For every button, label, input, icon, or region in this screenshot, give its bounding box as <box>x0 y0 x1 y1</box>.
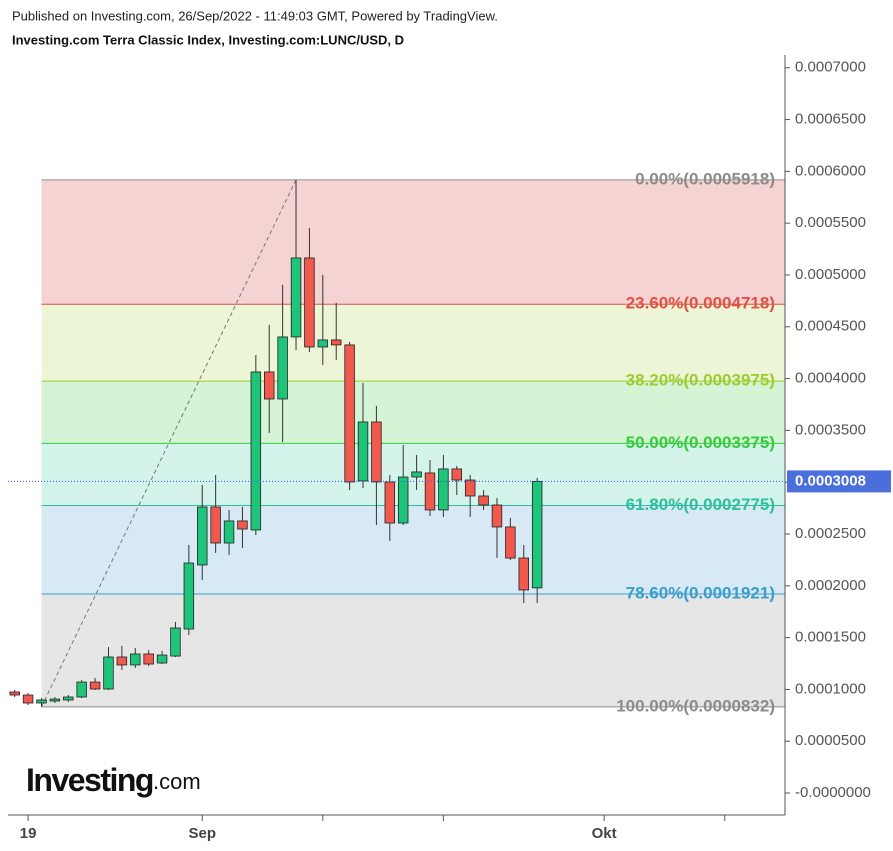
candle-body <box>277 336 288 400</box>
y-tick-label: 0.0006500 <box>795 111 866 128</box>
y-tick-label: -0.0000000 <box>795 784 871 801</box>
candle-body <box>330 339 342 346</box>
candle-body <box>451 468 463 481</box>
candle-body <box>156 654 168 664</box>
fib-label: 0.00%(0.0005918) <box>635 169 775 188</box>
candle-body <box>130 653 141 666</box>
candle-body <box>491 504 503 528</box>
fib-zone <box>41 179 785 305</box>
y-tick-label: 0.0005500 <box>795 214 866 231</box>
candle-body <box>89 681 101 690</box>
y-tick-label: 0.0001000 <box>795 680 866 697</box>
candle-body <box>518 557 529 591</box>
candle-body <box>63 696 74 701</box>
candle-body <box>317 339 329 348</box>
candle-body <box>438 468 449 511</box>
candle-body <box>478 495 489 506</box>
last-price-label: 0.0003008 <box>795 472 866 489</box>
candle-body <box>143 653 154 665</box>
fib-label: 50.00%(0.0003375) <box>626 433 775 452</box>
candle-body <box>397 476 409 524</box>
symbol: Investing.com Terra Classic Index, Inves… <box>12 32 404 47</box>
candle-body <box>250 371 262 531</box>
logo-name: Investing <box>26 762 153 798</box>
candle-body <box>531 480 543 589</box>
fib-zone <box>41 505 785 594</box>
candle-body <box>170 627 181 657</box>
plot: -0.0000000 0.0000500 0.0001000 0.0001500 0.0… <box>8 55 891 842</box>
y-tick-label: 0.0006000 <box>795 162 866 179</box>
y-tick-label: 0.0003500 <box>795 421 866 438</box>
x-tick-label: 19 <box>20 825 37 842</box>
y-tick-label: 0.0000500 <box>795 732 866 749</box>
candle-body <box>116 656 128 666</box>
published: Published on Investing.com, 26/Sep/2022 … <box>12 8 498 23</box>
candle-body <box>49 698 61 702</box>
candle-body <box>344 344 355 483</box>
candle-body <box>304 257 315 348</box>
fib-label: 61.80%(0.0002775) <box>626 495 775 514</box>
fib-zone <box>41 304 785 382</box>
candle-body <box>223 520 235 544</box>
candle-body <box>384 481 396 524</box>
candle-body <box>357 421 369 482</box>
fib-label: 38.20%(0.0003975) <box>626 371 775 390</box>
candle-body <box>22 694 34 704</box>
fib-label: 78.60%(0.0001921) <box>626 583 775 602</box>
candle-body <box>264 371 275 400</box>
y-tick-label: 0.0002000 <box>795 577 866 594</box>
x-tick-label: Sep <box>188 825 216 842</box>
candle-body <box>9 691 20 696</box>
y-tick-label: 0.0004000 <box>795 370 866 387</box>
candle-body <box>103 656 114 690</box>
candle-body <box>197 506 208 566</box>
x-tick-label: Okt <box>592 825 617 842</box>
last-price-box <box>787 470 891 493</box>
logo-suffix: .com <box>153 769 201 794</box>
fib-zone <box>41 381 785 444</box>
fib-zone <box>41 593 785 707</box>
candle-body <box>371 421 382 483</box>
y-tick-label: 0.0007000 <box>795 59 866 76</box>
candle-body <box>505 526 516 559</box>
candle-body <box>424 472 436 511</box>
candle-body <box>183 562 195 630</box>
candle-body <box>76 681 87 698</box>
y-tick-label: 0.0005000 <box>795 266 866 283</box>
fib-label: 23.60%(0.0004718) <box>626 294 775 313</box>
fib-label: 100.00%(0.0000832) <box>616 696 775 715</box>
candle-body <box>36 699 47 704</box>
candle-body <box>290 257 302 338</box>
y-tick-label: 0.0002500 <box>795 525 866 542</box>
candle-body <box>237 520 248 530</box>
y-tick-label: 0.0004500 <box>795 318 866 335</box>
candle-body <box>411 471 422 478</box>
y-tick-label: 0.0001500 <box>795 629 866 646</box>
candle-body <box>210 506 221 544</box>
logo: Investing.com <box>26 762 201 798</box>
candle-body <box>464 479 476 497</box>
